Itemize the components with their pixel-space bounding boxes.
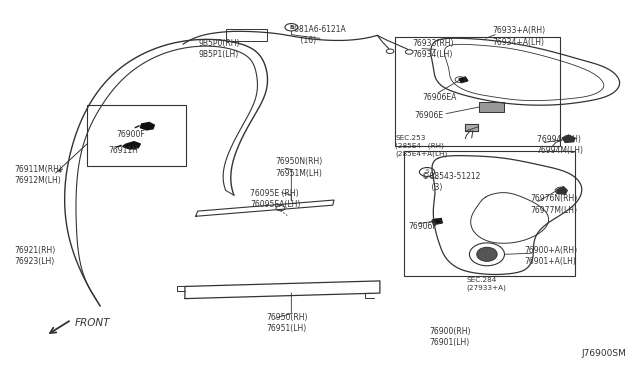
Text: S: S — [426, 170, 429, 174]
Text: ©08543-51212
    (3): ©08543-51212 (3) — [422, 172, 481, 192]
Text: 76095E (RH)
76095EA(LH): 76095E (RH) 76095EA(LH) — [250, 189, 300, 209]
Bar — [404, 151, 575, 276]
Text: 76921(RH)
76923(LH): 76921(RH) 76923(LH) — [14, 246, 56, 266]
Polygon shape — [122, 142, 140, 149]
Bar — [226, 29, 267, 41]
Text: 76976N(RH)
76977M(LH): 76976N(RH) 76977M(LH) — [531, 195, 577, 215]
Text: 76911H: 76911H — [108, 147, 138, 155]
Polygon shape — [562, 135, 575, 142]
Bar — [479, 102, 504, 112]
Text: 76950(RH)
76951(LH): 76950(RH) 76951(LH) — [266, 312, 307, 333]
Text: 76950N(RH)
76951M(LH): 76950N(RH) 76951M(LH) — [275, 157, 323, 177]
Text: 76906E: 76906E — [414, 111, 444, 121]
Polygon shape — [140, 122, 154, 130]
Text: 76994 (RH)
76994M(LH): 76994 (RH) 76994M(LH) — [537, 135, 584, 155]
Text: SEC.253
(285E4   (RH)
(285E4+A(LH): SEC.253 (285E4 (RH) (285E4+A(LH) — [395, 135, 447, 157]
Text: FRONT: FRONT — [75, 318, 110, 328]
Text: 76900+A(RH)
76901+A(LH): 76900+A(RH) 76901+A(LH) — [524, 246, 577, 266]
Text: J76900SM: J76900SM — [581, 349, 626, 358]
Text: 76900F: 76900F — [116, 130, 145, 139]
Polygon shape — [557, 187, 567, 194]
Text: ²081A6-6121A
    (16): ²081A6-6121A (16) — [291, 25, 346, 45]
Polygon shape — [432, 218, 442, 224]
Text: 76906EA: 76906EA — [422, 93, 456, 102]
Text: 76900(RH)
76901(LH): 76900(RH) 76901(LH) — [429, 327, 471, 347]
Bar — [395, 37, 559, 146]
Text: SEC.284
(27933+A): SEC.284 (27933+A) — [467, 277, 506, 291]
Polygon shape — [465, 124, 478, 131]
Text: 76906F: 76906F — [408, 222, 436, 231]
Text: 76911M(RH)
76912M(LH): 76911M(RH) 76912M(LH) — [14, 165, 62, 185]
Text: 76933+A(RH)
76934+A(LH): 76933+A(RH) 76934+A(LH) — [492, 26, 545, 46]
Polygon shape — [459, 77, 468, 83]
Ellipse shape — [477, 247, 497, 261]
Bar — [88, 105, 186, 166]
Text: 9B5P0(RH)
9B5P1(LH): 9B5P0(RH) 9B5P1(LH) — [199, 39, 241, 60]
Text: B: B — [289, 25, 294, 30]
Text: 76933(RH)
76934(LH): 76933(RH) 76934(LH) — [412, 39, 454, 60]
